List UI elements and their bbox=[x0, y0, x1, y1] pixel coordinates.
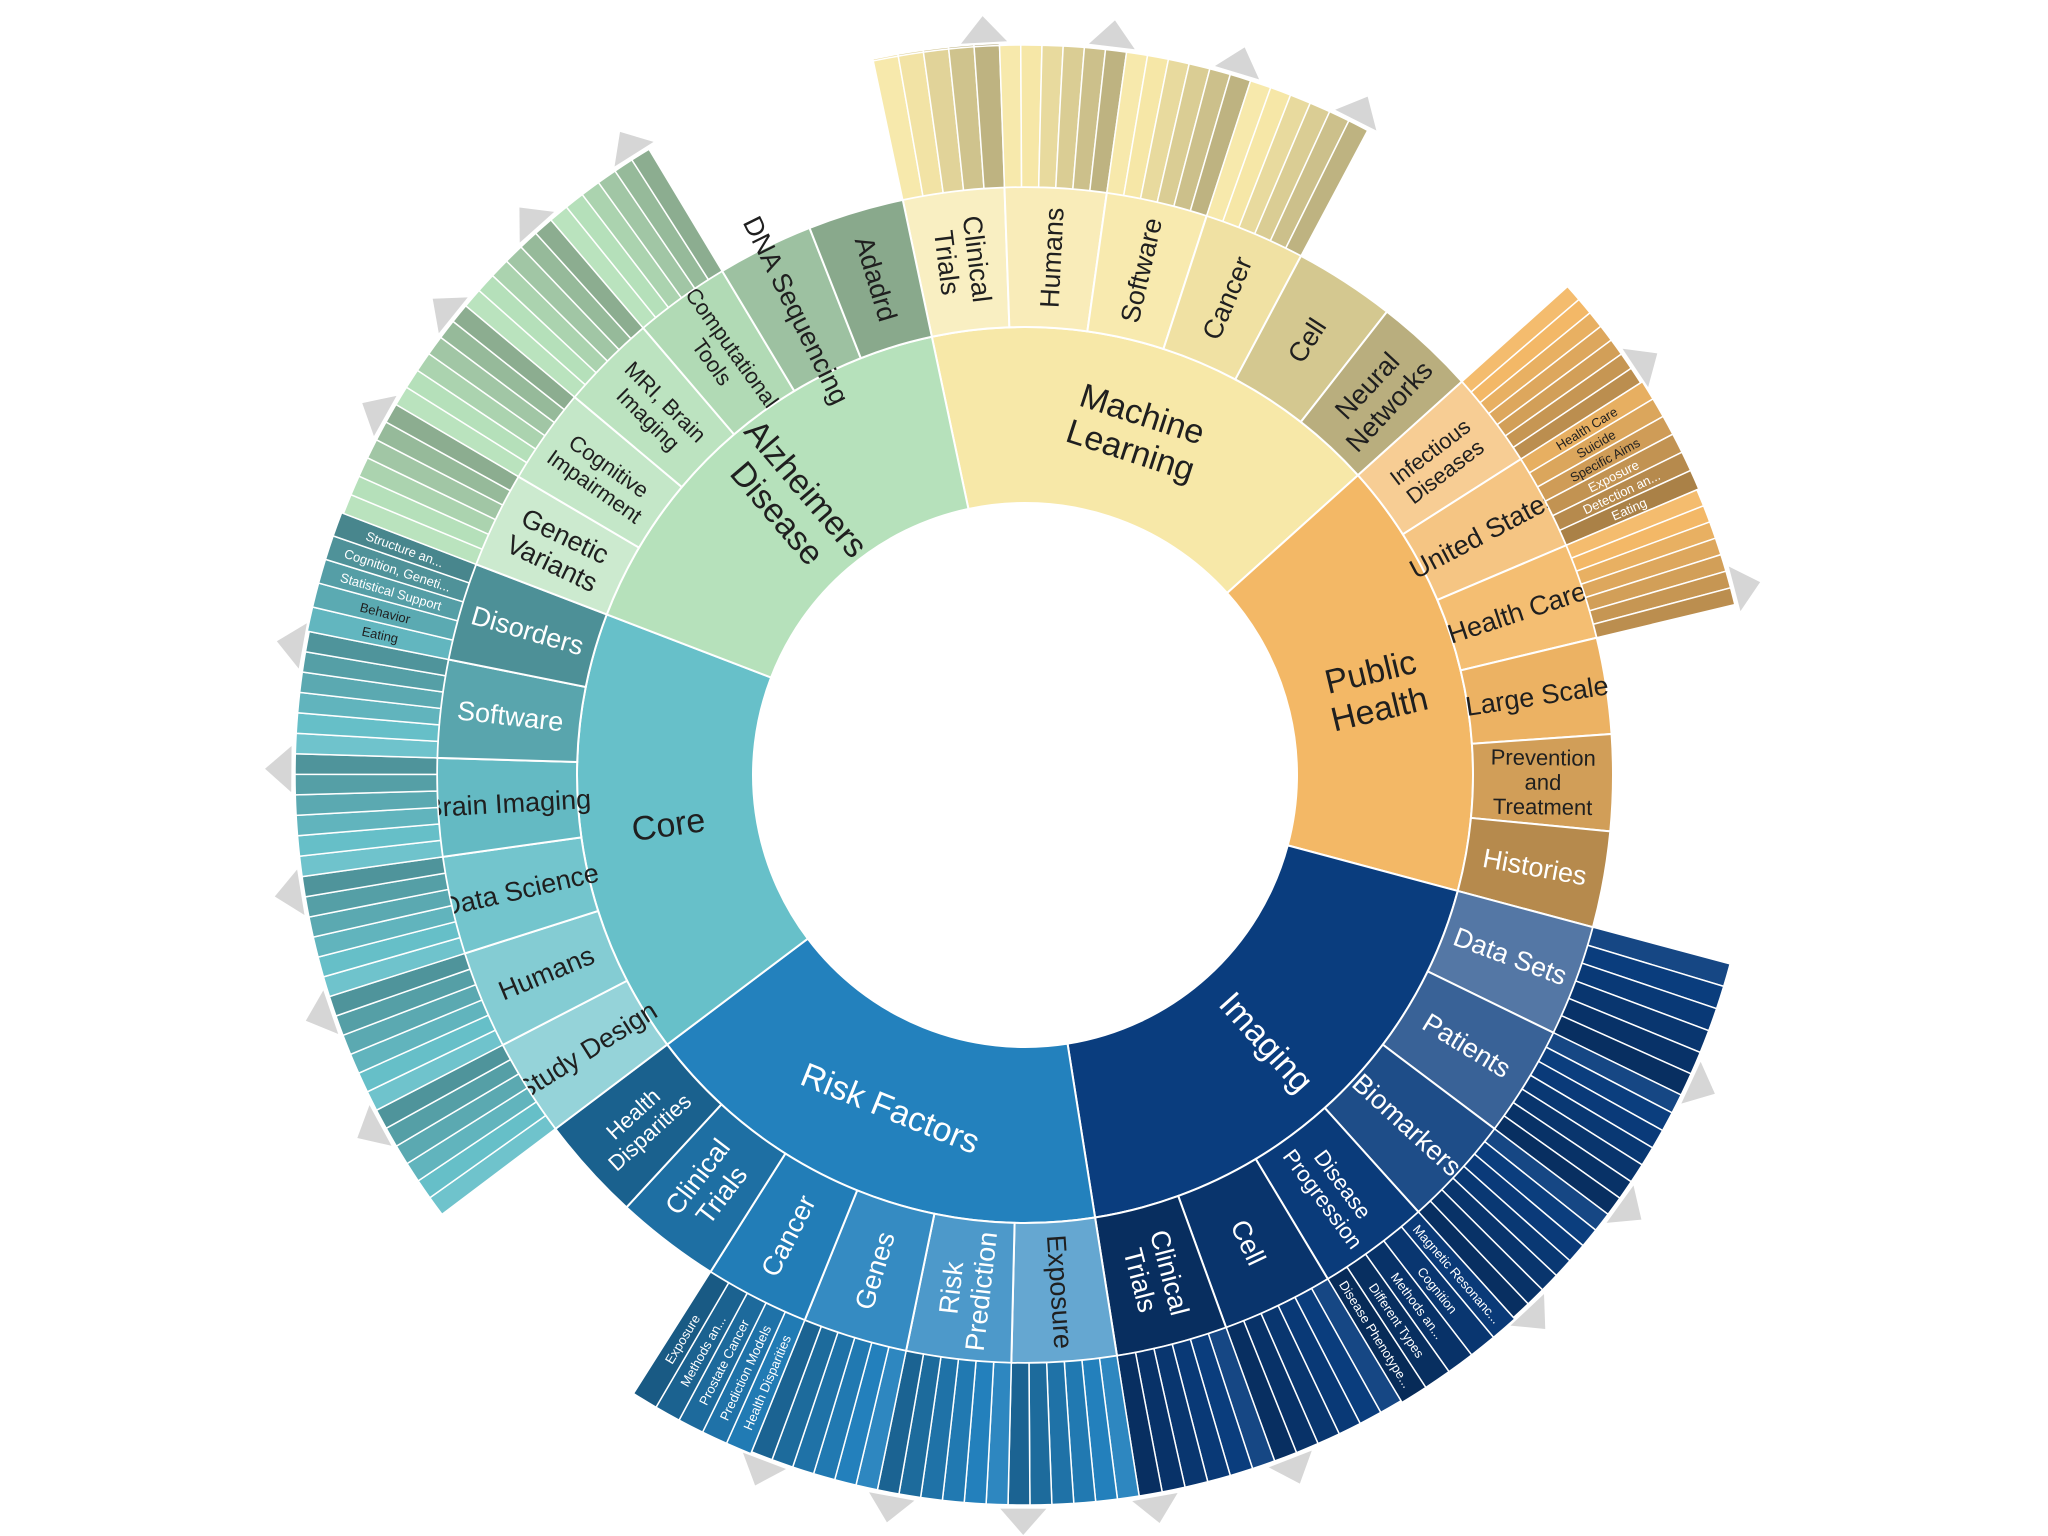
triangle-more-icon[interactable] bbox=[1088, 20, 1135, 50]
triangle-more-icon[interactable] bbox=[265, 745, 292, 793]
triangle-more-icon[interactable] bbox=[1335, 96, 1377, 131]
triangle-more-icon[interactable] bbox=[519, 207, 555, 243]
triangle-more-icon[interactable] bbox=[1606, 1185, 1642, 1223]
triangle-more-icon[interactable] bbox=[961, 16, 1008, 44]
triangle-more-icon[interactable] bbox=[1728, 566, 1761, 612]
subtopic-genes[interactable]: Genes bbox=[742, 1189, 936, 1491]
triangle-more-icon[interactable] bbox=[1214, 47, 1260, 80]
triangle-more-icon[interactable] bbox=[614, 131, 654, 167]
triangle-more-icon[interactable] bbox=[362, 395, 397, 437]
triangle-more-icon[interactable] bbox=[357, 1105, 392, 1146]
triangle-more-icon[interactable] bbox=[305, 990, 339, 1035]
subtopic-arc-adadrd[interactable] bbox=[808, 198, 934, 360]
triangle-more-icon[interactable] bbox=[1132, 1492, 1178, 1523]
triangle-more-icon[interactable] bbox=[274, 869, 305, 916]
hidden-leaf-segment[interactable] bbox=[294, 773, 438, 796]
subtopic-mri-brain-imaging[interactable]: MRI, BrainImaging bbox=[464, 207, 736, 489]
triangle-more-icon[interactable] bbox=[742, 1452, 787, 1486]
subtopic-prevention-and-treatment[interactable]: PreventionandTreatment bbox=[1469, 732, 1614, 833]
subtopic-cell[interactable]: Cell bbox=[1176, 1157, 1403, 1484]
triangle-more-icon[interactable] bbox=[1510, 1294, 1546, 1330]
subtopic-arc-prevention-and-treatment[interactable] bbox=[1469, 732, 1614, 833]
triangle-more-icon[interactable] bbox=[869, 1492, 915, 1523]
triangle-more-icon[interactable] bbox=[432, 297, 468, 334]
triangle-more-icon[interactable] bbox=[1268, 1450, 1312, 1484]
triangle-more-icon[interactable] bbox=[1622, 348, 1658, 388]
triangle-more-icon[interactable] bbox=[276, 623, 307, 669]
subtopic-patients[interactable]: Patients bbox=[1381, 970, 1683, 1223]
subtopic-exposure[interactable]: Exposure bbox=[1000, 1216, 1141, 1535]
triangle-more-icon[interactable] bbox=[1681, 1061, 1715, 1104]
triangle-more-icon[interactable] bbox=[1000, 1508, 1047, 1535]
